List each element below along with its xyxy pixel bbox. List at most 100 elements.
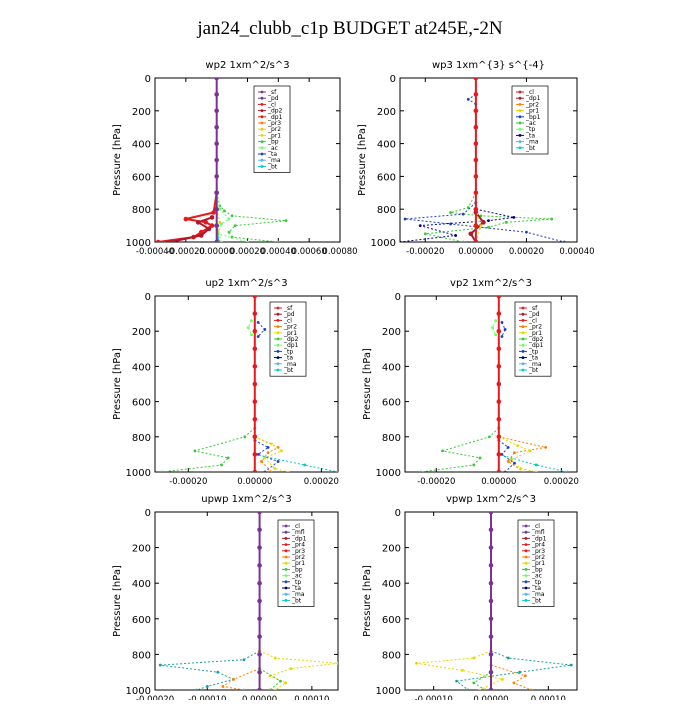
- data-point: [534, 463, 538, 467]
- y-tick-label: 400: [382, 579, 401, 590]
- legend-entry: _bt: [291, 597, 302, 604]
- data-point: [487, 219, 490, 223]
- data-point: [478, 688, 481, 690]
- legend-marker: [284, 549, 288, 553]
- legend-marker: [521, 331, 525, 335]
- legend-marker: [260, 146, 264, 150]
- x-tick-label: -0.00010: [415, 695, 453, 700]
- data-point: [257, 527, 262, 533]
- legend-entry: _dp2: [267, 108, 283, 115]
- data-point: [562, 240, 566, 242]
- chart-panel-2: wp3 1xm^{3} s^{-4} Pressure [hPa] 0 200 400 6…: [357, 60, 595, 257]
- data-point: [418, 224, 422, 228]
- chart-panel-3: up2 1xm^2/s^3 Pressure [hPa] 0 200 400 600 800…: [112, 278, 339, 487]
- legend-marker: [260, 109, 264, 112]
- legend-marker: [276, 306, 280, 310]
- data-point: [252, 296, 258, 299]
- legend-entry: _sf: [267, 89, 277, 96]
- y-tick-label: 600: [132, 172, 151, 183]
- legend-marker: [284, 543, 288, 546]
- x-tick-label: 0.00080: [322, 247, 357, 257]
- legend-entry: _pr2: [528, 324, 542, 331]
- legend-entry: _tp: [528, 348, 538, 355]
- data-point: [256, 321, 260, 324]
- data-point: [473, 108, 479, 114]
- legend-entry: _ta: [528, 355, 538, 362]
- data-point: [496, 434, 502, 440]
- data-point: [257, 634, 262, 639]
- data-point: [509, 458, 513, 462]
- data-point: [243, 435, 247, 439]
- legend-entry: _tp: [525, 126, 535, 133]
- legend-entry: _pr1: [525, 108, 539, 115]
- series-line-dp1: [492, 320, 497, 335]
- data-point: [501, 677, 504, 681]
- data-point: [276, 460, 280, 463]
- legend-marker: [276, 343, 280, 347]
- data-point: [214, 206, 219, 212]
- legend-entry: _ma: [267, 157, 281, 164]
- data-point: [279, 679, 282, 683]
- data-point: [257, 598, 262, 604]
- y-tick-label: 800: [382, 433, 401, 444]
- y-axis-label: Pressure [hPa]: [112, 124, 123, 196]
- series-group: [158, 512, 338, 690]
- series-line-pr1: [498, 436, 537, 472]
- y-tick-label: 800: [132, 650, 151, 661]
- data-point: [158, 663, 162, 667]
- legend-entry: _tp: [531, 579, 541, 586]
- data-point: [222, 209, 226, 213]
- data-point: [303, 463, 307, 467]
- data-point: [519, 467, 523, 470]
- plot-frame: [404, 295, 578, 473]
- series-line-ta: [400, 208, 514, 242]
- chart-panel-4: vp2 1xm^2/s^3 Pressure [hPa] 0 200 400 600 800…: [362, 278, 579, 487]
- data-point: [252, 364, 258, 369]
- x-tick-label: 0.00040: [559, 247, 594, 257]
- data-point: [252, 381, 258, 387]
- legend-marker: [518, 146, 522, 150]
- legend-marker: [518, 121, 522, 125]
- x-tick-label: 0.00020: [304, 477, 339, 487]
- legend-entry: _dp2: [528, 336, 544, 343]
- data-point: [252, 434, 258, 440]
- legend-marker: [518, 134, 522, 137]
- x-tick-label: -0.00020: [167, 247, 205, 257]
- x-tick-label: 0.00000: [242, 695, 277, 700]
- data-point: [472, 656, 476, 660]
- data-point: [286, 470, 290, 472]
- legend-entry: _pr4: [531, 542, 545, 549]
- y-axis-label: Pressure [hPa]: [112, 565, 123, 637]
- chart-title: wp2 1xm^2/s^3: [205, 60, 289, 71]
- legend-entry: _ac: [267, 145, 278, 152]
- legend-marker: [284, 599, 288, 602]
- data-point: [280, 449, 283, 453]
- data-point: [195, 688, 199, 690]
- y-axis-label: Pressure [hPa]: [112, 348, 123, 420]
- data-point: [257, 512, 262, 515]
- legend-entry: _ma: [283, 361, 297, 368]
- legend-entry: _pr2: [283, 324, 297, 331]
- data-point: [289, 667, 293, 671]
- y-tick-label: 400: [132, 140, 151, 151]
- legend-entry: _ma: [528, 361, 542, 368]
- legend-marker: [260, 103, 264, 106]
- data-point: [214, 78, 219, 81]
- data-point: [496, 416, 502, 422]
- legend-marker: [284, 530, 288, 534]
- legend-entry: _ta: [531, 585, 541, 592]
- data-point: [257, 687, 262, 690]
- data-point: [268, 688, 272, 690]
- legend-entry: _sf: [528, 305, 538, 312]
- legend-entry: _cl: [528, 317, 537, 324]
- data-point: [473, 223, 479, 228]
- chart-title: vpwp 1xm^2/s^3: [446, 494, 536, 505]
- legend-entry: _dp1: [525, 95, 541, 102]
- legend-entry: _pr2: [531, 554, 545, 561]
- series-line-dp1: [469, 211, 485, 242]
- data-point: [219, 240, 223, 242]
- legend-marker: [276, 312, 280, 316]
- data-point: [211, 210, 216, 215]
- legend-marker: [524, 592, 528, 596]
- x-tick-label: 0.00000: [237, 477, 272, 487]
